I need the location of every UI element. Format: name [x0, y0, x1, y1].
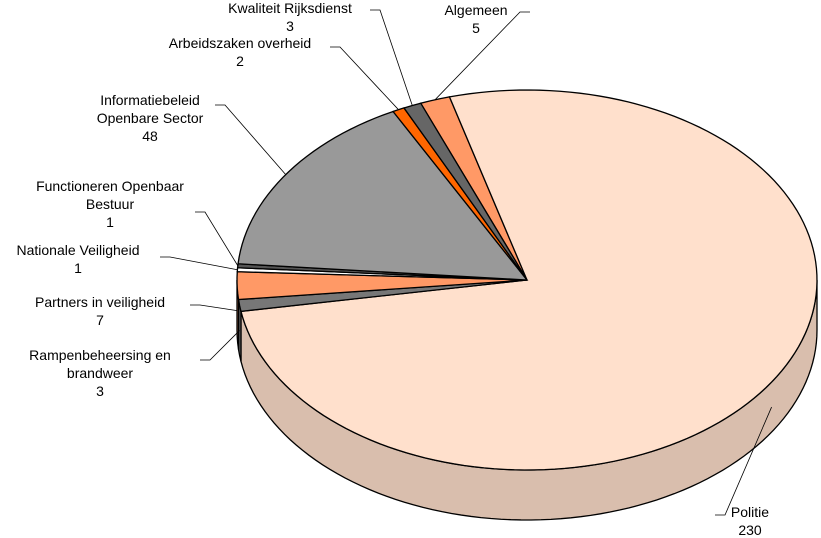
slice-label: Kwaliteit Rijksdienst 3 [200, 0, 380, 35]
category-name: Kwaliteit Rijksdienst [228, 0, 352, 16]
slice [402, 102, 528, 281]
value-label: 7 [96, 312, 104, 328]
leader-line [370, 9, 413, 106]
category-name: Rampenbeheersing en brandweer [29, 347, 171, 381]
leader-line [200, 330, 240, 361]
category-name: Nationale Veiligheid [16, 242, 140, 258]
leader-line [434, 11, 530, 101]
slice-label: Rampenbeheersing en brandweer 3 [25, 346, 175, 400]
value-label: 2 [236, 53, 244, 69]
slice [237, 110, 529, 281]
category-name: Politie [730, 504, 770, 520]
category-name: Partners in veiligheid [35, 294, 165, 310]
slice-label: Politie 230 [710, 503, 790, 538]
slice [236, 271, 528, 301]
slice-label: Arbeidszaken overheid 2 [140, 34, 340, 70]
slice-label: Nationale Veiligheid 1 [0, 241, 158, 277]
category-name: Algemeen [444, 2, 508, 18]
value-label: 230 [738, 522, 762, 538]
leader-line [215, 104, 287, 175]
category-name: Arbeidszaken overheid [168, 35, 312, 51]
value-label: 48 [142, 128, 158, 144]
slice-label: Functioneren Openbaar Bestuur 1 [35, 177, 185, 231]
slice-label: Algemeen 5 [416, 1, 536, 37]
leader-line [330, 46, 399, 110]
category-name: Informatiebeleid Openbare Sector [96, 92, 204, 126]
leader-line [715, 406, 772, 516]
leader-line [195, 211, 239, 266]
value-label: 3 [286, 18, 294, 34]
value-label: 3 [96, 383, 104, 399]
value-label: 1 [106, 214, 114, 230]
value-label: 5 [472, 20, 480, 36]
value-label: 1 [74, 260, 82, 276]
slice-label: Partners in veiligheid 7 [10, 293, 190, 329]
leader-line [160, 256, 238, 271]
leader-line [190, 304, 238, 312]
slice-label: Informatiebeleid Openbare Sector 48 [75, 91, 225, 145]
category-name: Functioneren Openbaar Bestuur [36, 178, 184, 212]
slice [240, 89, 818, 471]
